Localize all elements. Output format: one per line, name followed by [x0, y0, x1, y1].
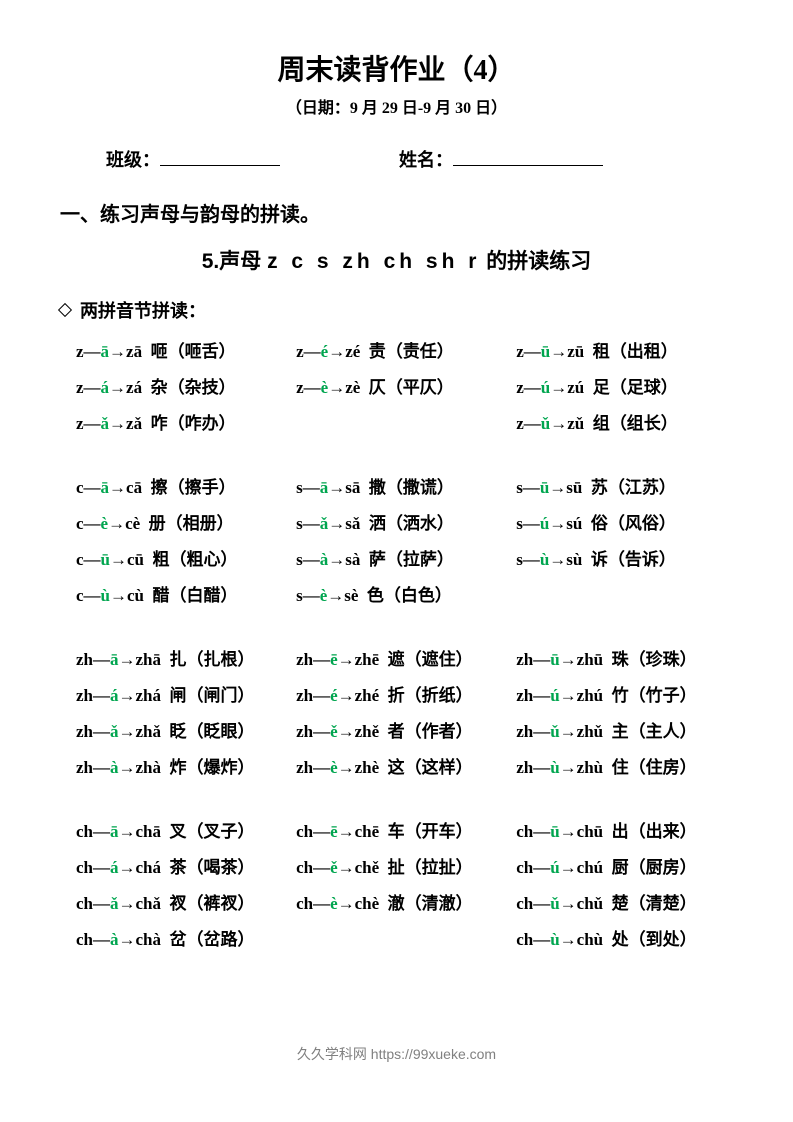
pinyin-row: zh—ū→zhū 珠（珍珠）: [516, 645, 733, 670]
pinyin-row: ch—ú→chú 厨（厨房）: [516, 853, 733, 878]
pinyin-column: z—ā→zā 咂（咂舌） z—á→zá 杂（杂技） z—ǎ→zǎ 咋（咋办）: [76, 337, 293, 445]
pinyin-block: z—ā→zā 咂（咂舌） z—á→zá 杂（杂技） z—ǎ→zǎ 咋（咋办） z—é→…: [60, 337, 733, 445]
pinyin-row: ch—ū→chū 出（出来）: [516, 817, 733, 842]
pinyin-row: ch—ā→chā 叉（叉子）: [76, 817, 293, 842]
pinyin-row: ch—ù→chù 处（到处）: [516, 925, 733, 950]
pinyin-row: zh—ú→zhú 竹（竹子）: [516, 681, 733, 706]
pinyin-row: zh—ǎ→zhǎ 眨（眨眼）: [76, 717, 293, 742]
pinyin-row: s—à→sà 萨（拉萨）: [296, 545, 513, 570]
page: 周末读背作业（4） （日期：9 月 29 日-9 月 30 日） 班级： 姓名：…: [0, 0, 793, 1029]
pinyin-row: c—ū→cū 粗（粗心）: [76, 545, 293, 570]
sub-heading: 两拼音节拼读：: [60, 297, 733, 323]
name-blank: [453, 149, 603, 166]
pinyin-row: c—è→cè 册（相册）: [76, 509, 293, 534]
subtitle: 5.声母 z c s zh ch sh r 的拼读练习: [60, 245, 733, 275]
pinyin-row: ch—á→chá 茶（喝茶）: [76, 853, 293, 878]
class-blank: [160, 149, 280, 166]
pinyin-row: s—ú→sú 俗（风俗）: [516, 509, 733, 534]
pinyin-row: zh—ē→zhē 遮（遮住）: [296, 645, 513, 670]
pinyin-row: z—á→zá 杂（杂技）: [76, 373, 293, 398]
pinyin-row: zh—ā→zhā 扎（扎根）: [76, 645, 293, 670]
pinyin-row: c—ā→cā 擦（擦手）: [76, 473, 293, 498]
pinyin-row: z—ǎ→zǎ 咋（咋办）: [76, 409, 293, 434]
pinyin-column: zh—ā→zhā 扎（扎根） zh—á→zhá 闸（闸门） zh—ǎ→zhǎ 眨（眨…: [76, 645, 293, 789]
pinyin-block: ch—ā→chā 叉（叉子） ch—á→chá 茶（喝茶） ch—ǎ→chǎ 衩（裤…: [60, 817, 733, 961]
pinyin-row: s—ū→sū 苏（江苏）: [516, 473, 733, 498]
pinyin-column: s—ā→sā 撒（撒谎） s—ǎ→sǎ 洒（洒水） s—à→sà 萨（拉萨） s—è→…: [296, 473, 513, 617]
pinyin-row: ch—à→chà 岔（岔路）: [76, 925, 293, 950]
pinyin-column: c—ā→cā 擦（擦手） c—è→cè 册（相册） c—ū→cū 粗（粗心） c—ù→…: [76, 473, 293, 617]
pinyin-row: z—é→zé 责（责任）: [296, 337, 513, 362]
pinyin-column: zh—ū→zhū 珠（珍珠） zh—ú→zhú 竹（竹子） zh—ǔ→zhǔ 主（主…: [516, 645, 733, 789]
pinyin-row: z—è→zè 仄（平仄）: [296, 373, 513, 398]
pinyin-row: ch—ě→chě 扯（拉扯）: [296, 853, 513, 878]
name-label: 姓名：: [399, 150, 453, 170]
pinyin-column: s—ū→sū 苏（江苏）s—ú→sú 俗（风俗）s—ù→sù 诉（告诉）.: [516, 473, 733, 617]
pinyin-row: zh—è→zhè 这（这样）: [296, 753, 513, 778]
pinyin-row: ch—ǎ→chǎ 衩（裤衩）: [76, 889, 293, 914]
pinyin-row: s—ā→sā 撒（撒谎）: [296, 473, 513, 498]
pinyin-column: ch—ū→chū 出（出来） ch—ú→chú 厨（厨房） ch—ǔ→chǔ 楚（清…: [516, 817, 733, 961]
pinyin-row: z—ǔ→zǔ 组（组长）: [516, 409, 733, 434]
pinyin-column: zh—ē→zhē 遮（遮住） zh—é→zhé 折（折纸） zh—ě→zhě 者（作…: [296, 645, 513, 789]
footer-text: 久久学科网 https://99xueke.com: [0, 1044, 793, 1064]
diamond-icon: [58, 303, 72, 317]
pinyin-row: zh—ě→zhě 者（作者）: [296, 717, 513, 742]
pinyin-row: zh—á→zhá 闸（闸门）: [76, 681, 293, 706]
pinyin-row: z—ā→zā 咂（咂舌）: [76, 337, 293, 362]
pinyin-row: z—ú→zú 足（足球）: [516, 373, 733, 398]
pinyin-row: c—ù→cù 醋（白醋）: [76, 581, 293, 606]
pinyin-column: z—é→zé 责（责任）z—è→zè 仄（平仄）.: [296, 337, 513, 445]
pinyin-row: s—ǎ→sǎ 洒（洒水）: [296, 509, 513, 534]
pinyin-row: s—ù→sù 诉（告诉）: [516, 545, 733, 570]
pinyin-row: ch—è→chè 澈（清澈）: [296, 889, 513, 914]
pinyin-row: s—è→sè 色（白色）: [296, 581, 513, 606]
pinyin-row: ch—ē→chē 车（开车）: [296, 817, 513, 842]
pinyin-row: zh—ù→zhù 住（住房）: [516, 753, 733, 778]
pinyin-blocks: z—ā→zā 咂（咂舌） z—á→zá 杂（杂技） z—ǎ→zǎ 咋（咋办） z—é→…: [60, 337, 733, 961]
class-label: 班级：: [106, 150, 160, 170]
section-heading: 一、练习声母与韵母的拼读。: [60, 198, 733, 227]
pinyin-block: zh—ā→zhā 扎（扎根） zh—á→zhá 闸（闸门） zh—ǎ→zhǎ 眨（眨…: [60, 645, 733, 789]
pinyin-row: zh—à→zhà 炸（爆炸）: [76, 753, 293, 778]
pinyin-row: zh—é→zhé 折（折纸）: [296, 681, 513, 706]
pinyin-row: z—ū→zū 租（出租）: [516, 337, 733, 362]
pinyin-column: ch—ā→chā 叉（叉子） ch—á→chá 茶（喝茶） ch—ǎ→chǎ 衩（裤…: [76, 817, 293, 961]
pinyin-block: c—ā→cā 擦（擦手） c—è→cè 册（相册） c—ū→cū 粗（粗心） c—ù→…: [60, 473, 733, 617]
pinyin-column: z—ū→zū 租（出租） z—ú→zú 足（足球） z—ǔ→zǔ 组（组长）: [516, 337, 733, 445]
pinyin-column: ch—ē→chē 车（开车） ch—ě→chě 扯（拉扯） ch—è→chè 澈（清…: [296, 817, 513, 961]
fill-in-line: 班级： 姓名：: [106, 146, 733, 172]
pinyin-row: zh—ǔ→zhǔ 主（主人）: [516, 717, 733, 742]
pinyin-row: ch—ǔ→chǔ 楚（清楚）: [516, 889, 733, 914]
date-line: （日期：9 月 29 日-9 月 30 日）: [60, 94, 733, 118]
page-title: 周末读背作业（4）: [60, 48, 733, 88]
